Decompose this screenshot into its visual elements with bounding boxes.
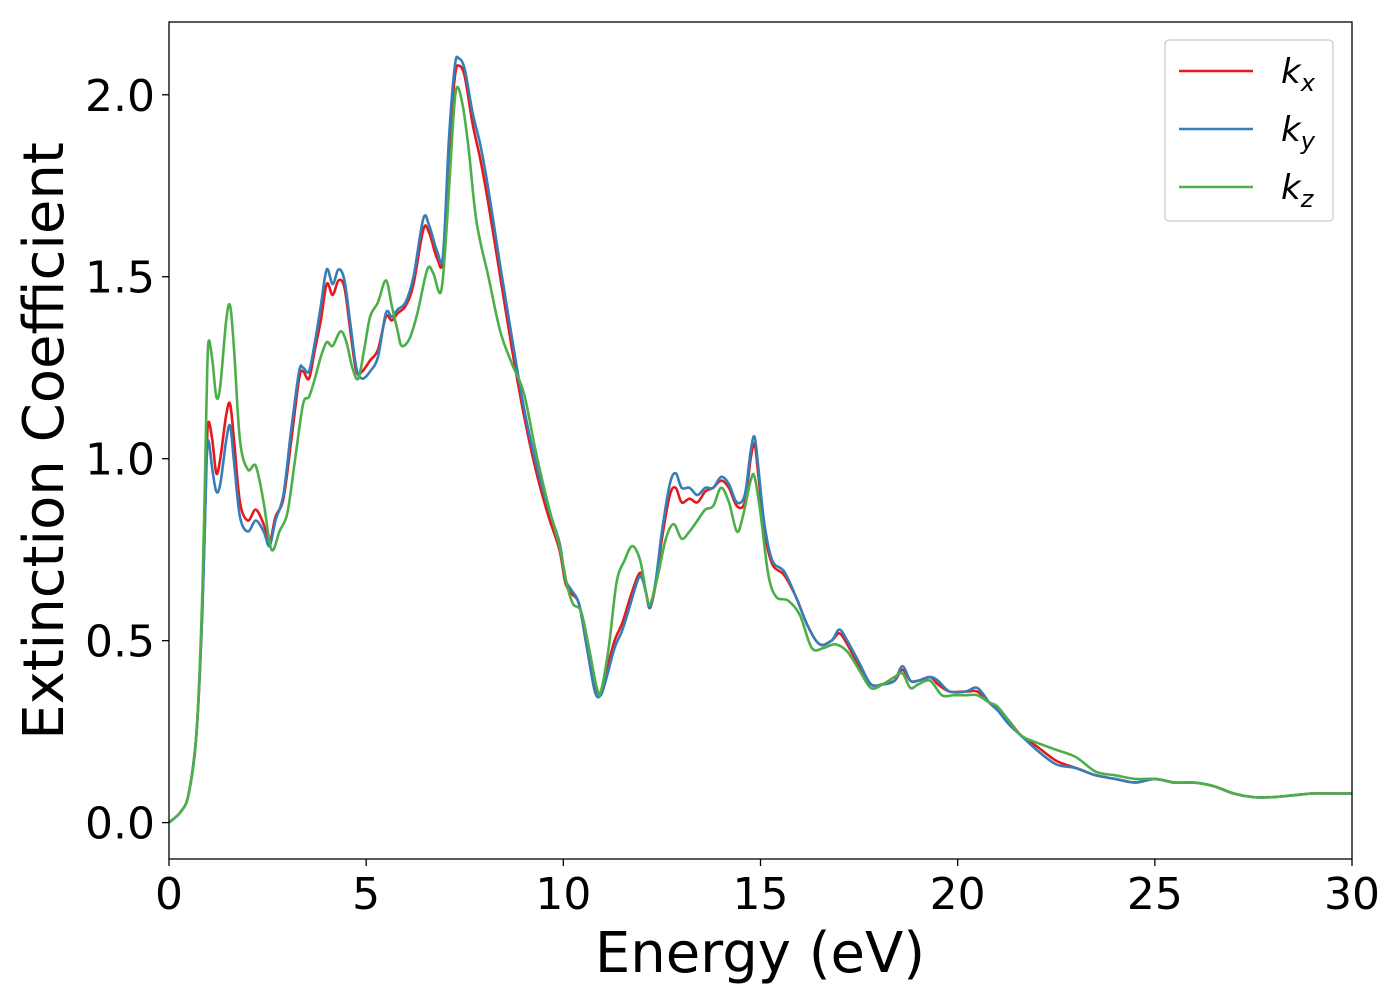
- x-axis-label: Energy (eV): [595, 921, 925, 986]
- y-axis-label: Extinction Coefficient: [12, 142, 77, 740]
- legend-frame: [1164, 39, 1334, 222]
- series-line-kz: [168, 85, 1352, 824]
- series-layer: [168, 55, 1352, 824]
- y-tick-label: 0.5: [85, 617, 155, 668]
- x-tick-label: 0: [155, 869, 183, 920]
- x-axis-ticks: 0 5 10 15 20 25 30: [155, 859, 1380, 920]
- x-tick-label: 20: [930, 869, 986, 920]
- y-tick-label: 0.0: [85, 799, 155, 850]
- legend-label-ky: ky: [1281, 110, 1316, 155]
- x-tick-label: 5: [352, 869, 380, 920]
- legend-label-kx: kx: [1281, 52, 1316, 97]
- y-tick-label: 2.0: [85, 71, 155, 122]
- x-tick-label: 25: [1127, 869, 1183, 920]
- legend-subscript: y: [1300, 127, 1316, 155]
- y-tick-label: 1.0: [85, 435, 155, 486]
- x-tick-label: 15: [733, 869, 789, 920]
- y-axis-ticks: 0.0 0.5 1.0 1.5 2.0: [85, 71, 169, 850]
- legend-subscript: z: [1300, 185, 1315, 213]
- series-line-ky: [168, 55, 1352, 824]
- x-tick-label: 30: [1324, 869, 1380, 920]
- legend-subscript: x: [1300, 69, 1316, 97]
- x-tick-label: 10: [535, 869, 591, 920]
- y-tick-label: 1.5: [85, 253, 155, 304]
